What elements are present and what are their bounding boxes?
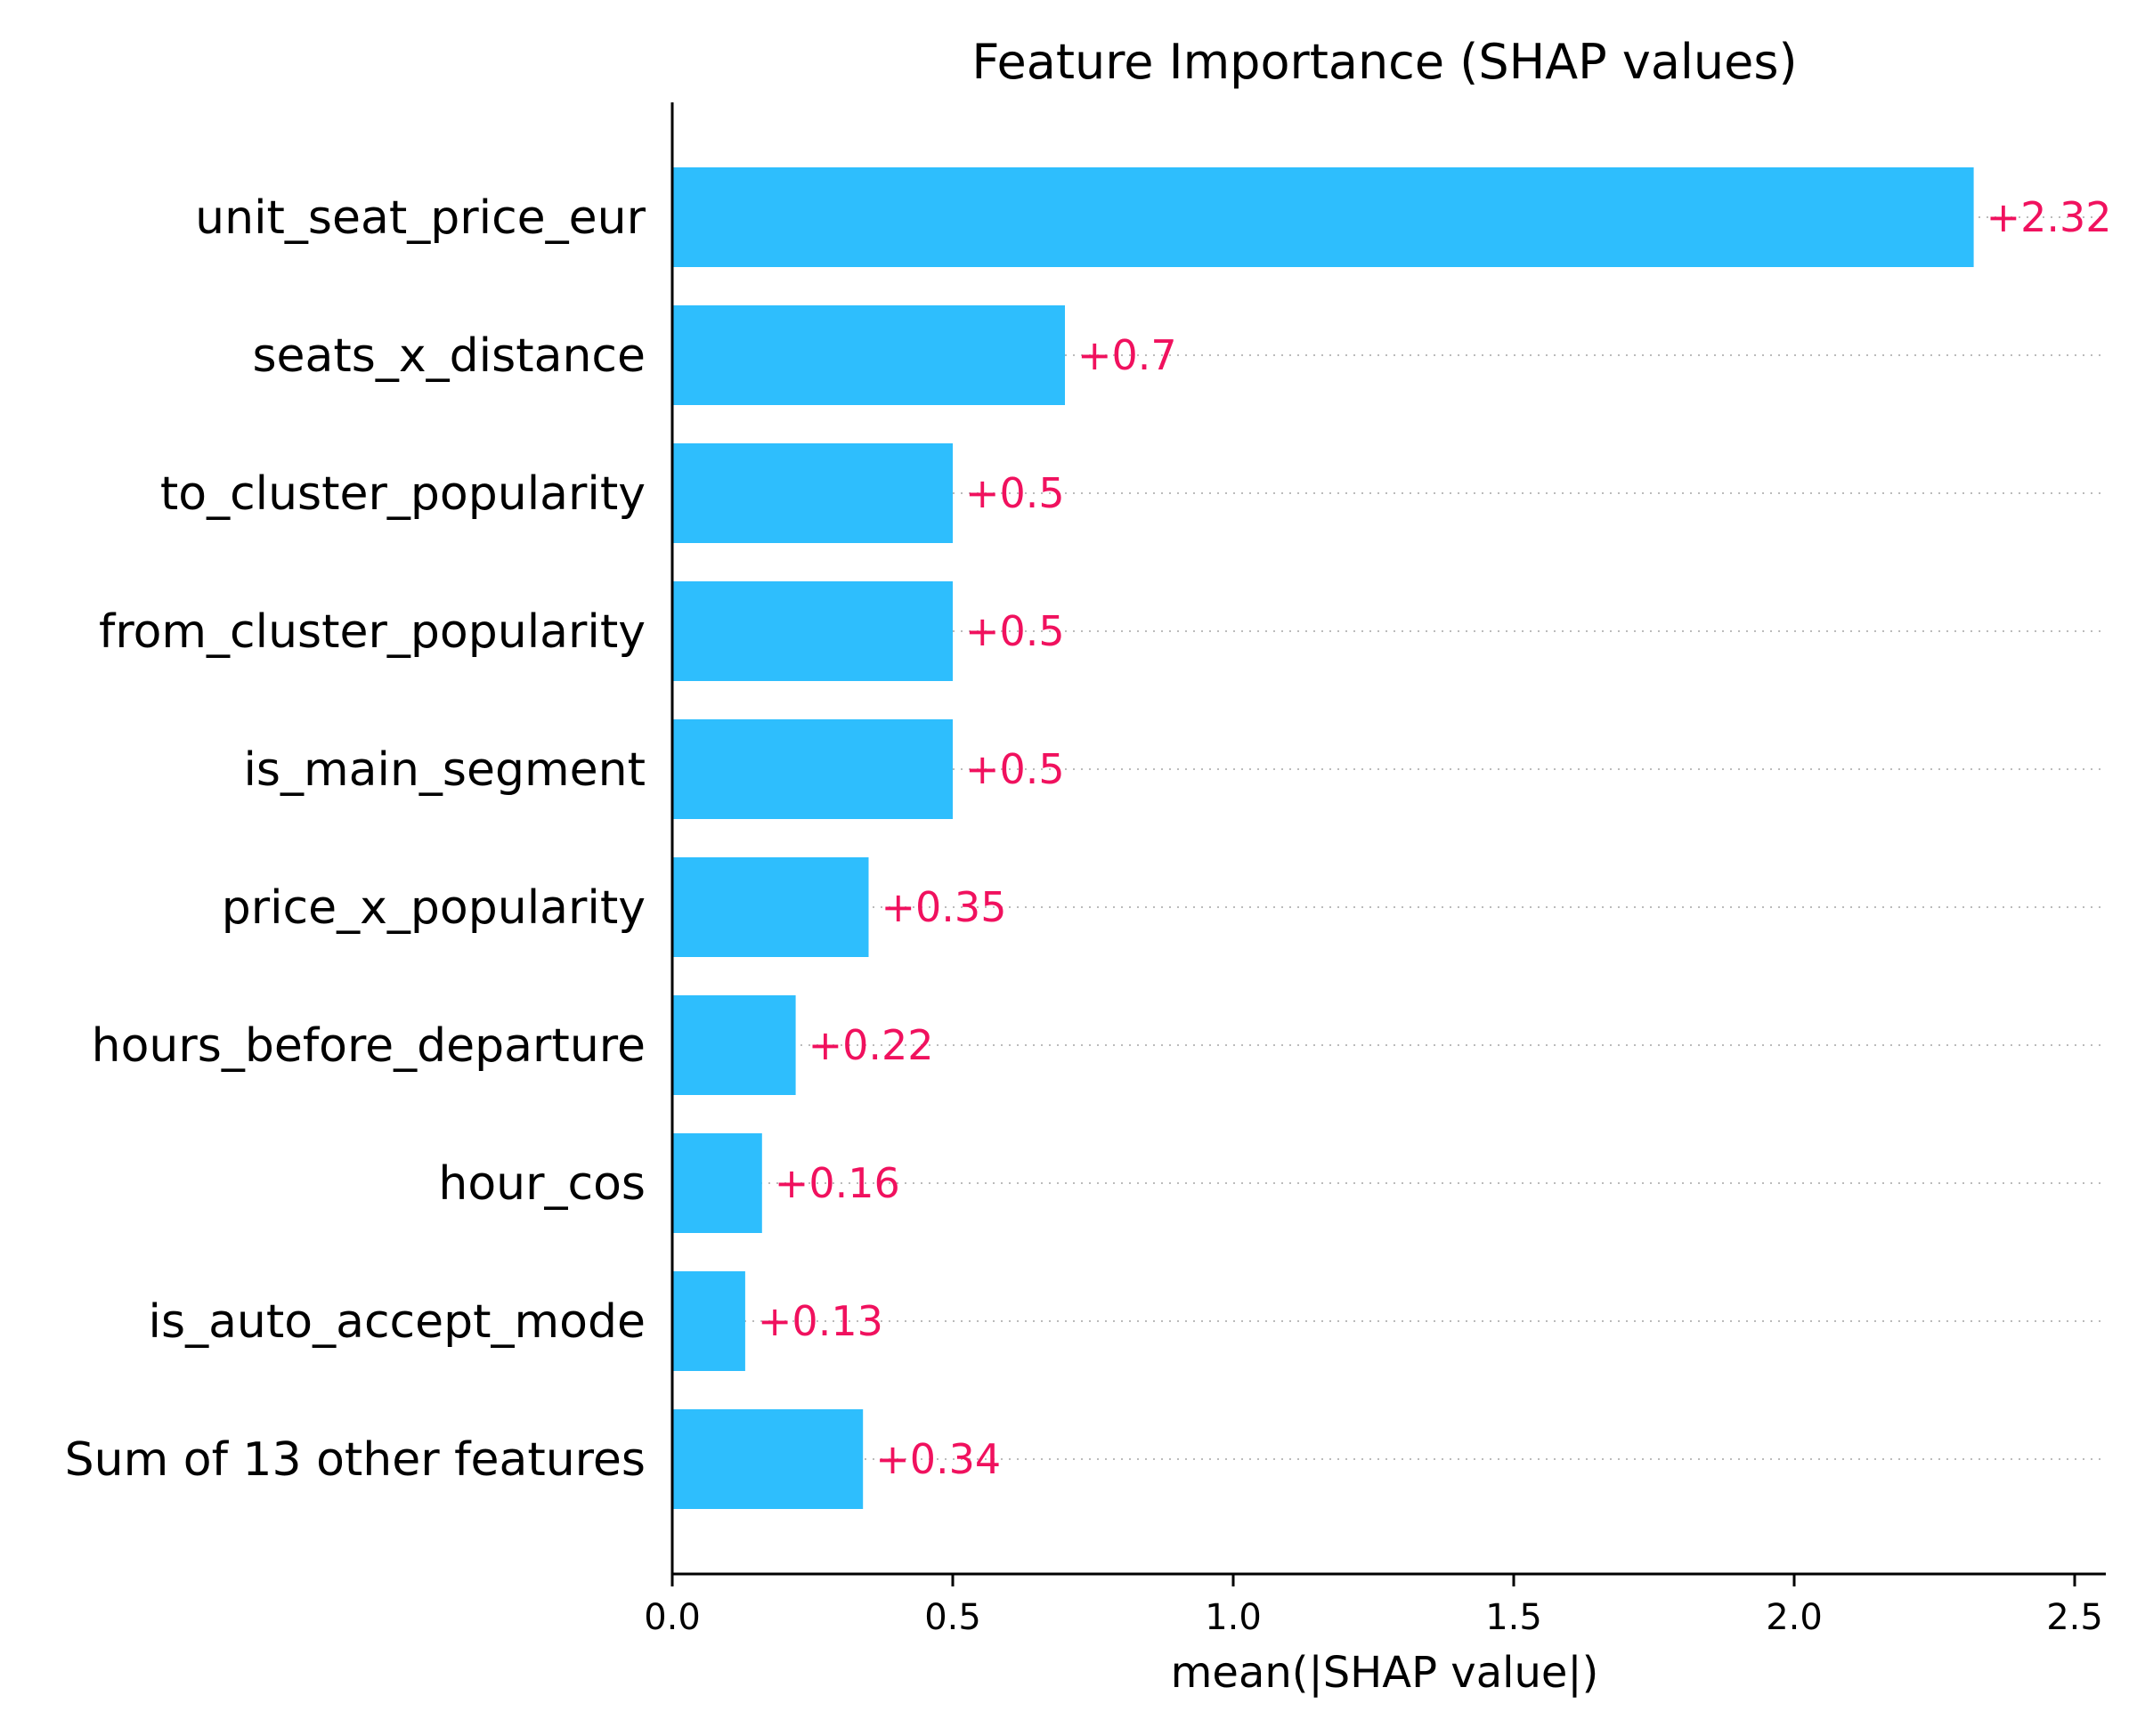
feature-label: seats_x_distance <box>252 329 646 383</box>
bars <box>672 167 1974 1509</box>
bar <box>672 167 1974 267</box>
value-labels: +2.32 +0.7 +0.5 +0.5 +0.5 +0.35 +0.22 +0.16 +0.1… <box>758 193 2112 1483</box>
bar <box>672 857 869 957</box>
value-label: +0.5 <box>965 469 1065 517</box>
feature-label: hour_cos <box>438 1157 646 1211</box>
value-label: +0.22 <box>808 1021 934 1069</box>
value-label: +0.35 <box>882 883 1007 931</box>
value-label: +2.32 <box>1987 193 2112 241</box>
value-label: +0.5 <box>965 607 1065 655</box>
feature-label: from_cluster_popularity <box>99 605 646 659</box>
feature-label: to_cluster_popularity <box>160 467 646 521</box>
bar <box>672 1271 745 1371</box>
value-label: +0.16 <box>775 1159 900 1207</box>
value-label: +0.7 <box>1077 331 1177 379</box>
x-tick-label: 0.5 <box>924 1597 981 1638</box>
feature-labels: unit_seat_price_eur seats_x_distance to_cl… <box>65 191 646 1487</box>
feature-label: unit_seat_price_eur <box>195 191 646 245</box>
x-tick-label: 0.0 <box>644 1597 701 1638</box>
bar <box>672 995 796 1095</box>
bar <box>672 581 953 681</box>
bar <box>672 305 1065 405</box>
x-ticks: 0.0 0.5 1.0 1.5 2.0 2.5 <box>644 1574 2103 1638</box>
feature-label: is_auto_accept_mode <box>149 1295 646 1349</box>
bar <box>672 1409 864 1509</box>
feature-label: is_main_segment <box>243 743 646 797</box>
value-label: +0.5 <box>965 745 1065 793</box>
x-axis-label: mean(|SHAP value|) <box>1171 1648 1599 1698</box>
bar <box>672 443 953 543</box>
bar <box>672 719 953 819</box>
x-tick-label: 2.5 <box>2046 1597 2103 1638</box>
feature-label: price_x_popularity <box>222 881 646 935</box>
value-label: +0.34 <box>875 1435 1001 1483</box>
feature-label: hours_before_departure <box>92 1019 646 1073</box>
chart-title: Feature Importance (SHAP values) <box>971 34 1797 90</box>
feature-label: Sum of 13 other features <box>65 1433 646 1487</box>
x-tick-label: 1.5 <box>1485 1597 1542 1638</box>
x-tick-label: 2.0 <box>1766 1597 1823 1638</box>
x-tick-label: 1.0 <box>1205 1597 1262 1638</box>
bar <box>672 1133 762 1233</box>
value-label: +0.13 <box>758 1297 883 1345</box>
